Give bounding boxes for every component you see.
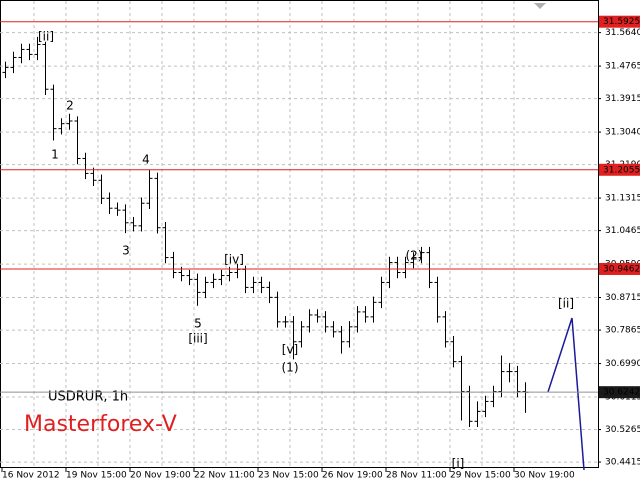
y-tick-label: 30.4415: [605, 458, 640, 468]
y-tick-label: 30.8715: [605, 293, 640, 303]
y-tick-label: 31.4765: [605, 62, 640, 72]
wave-label: [v]: [282, 343, 298, 357]
wave-label: [i]: [452, 457, 465, 471]
watermark: Masterforex-V: [24, 412, 177, 437]
level-label: 30.6242: [603, 388, 640, 398]
wave-label: [iii]: [188, 332, 207, 346]
y-tick-label: 31.0465: [605, 226, 640, 236]
x-tick-label: 20 Nov 19:00: [130, 471, 191, 480]
y-tick-label: 31.3040: [605, 128, 640, 138]
level-tag: [599, 386, 640, 399]
plot-frame: [0, 0, 599, 468]
level-tag: [599, 15, 640, 28]
wave-label: [iv]: [224, 253, 244, 267]
x-tick-label: 22 Nov 11:00: [194, 471, 255, 480]
wave-label: 2: [66, 99, 74, 113]
y-tick-label: 31.1315: [605, 194, 640, 204]
level-label: 31.5925: [603, 17, 640, 27]
level-tag: [599, 163, 640, 176]
x-tick-label: 30 Nov 19:00: [514, 471, 575, 480]
x-tick-label: 16 Nov 2012: [2, 471, 60, 480]
wave-label: 4: [142, 153, 150, 167]
wave-label: 5: [194, 317, 202, 331]
y-tick-label: 30.6990: [605, 359, 640, 369]
scroll-marker: [534, 3, 546, 9]
wave-label: (1): [282, 361, 299, 375]
y-tick-label: 30.5265: [605, 425, 640, 435]
wave-label: 1: [51, 148, 59, 162]
y-tick-label: 31.3915: [605, 94, 640, 104]
x-tick-label: 26 Nov 19:00: [322, 471, 383, 480]
wave-label: [ii]: [558, 297, 574, 311]
y-tick-label: 31.5640: [605, 28, 640, 38]
x-tick-label: 19 Nov 15:00: [66, 471, 127, 480]
level-tag: [599, 262, 640, 275]
y-tick-label: 30.7865: [605, 326, 640, 336]
wave-label: 3: [122, 244, 130, 258]
x-tick-label: 29 Nov 15:00: [450, 471, 511, 480]
level-label: 31.2055: [603, 165, 640, 175]
forecast-line: [547, 317, 585, 471]
x-tick-label: 23 Nov 15:00: [258, 471, 319, 480]
symbol-label: USDRUR, 1h: [48, 390, 128, 405]
level-label: 30.9462: [603, 264, 640, 274]
x-tick-label: 28 Nov 11:00: [386, 471, 447, 480]
wave-label: (2): [406, 249, 423, 263]
wave-label: [ii]: [38, 30, 54, 44]
